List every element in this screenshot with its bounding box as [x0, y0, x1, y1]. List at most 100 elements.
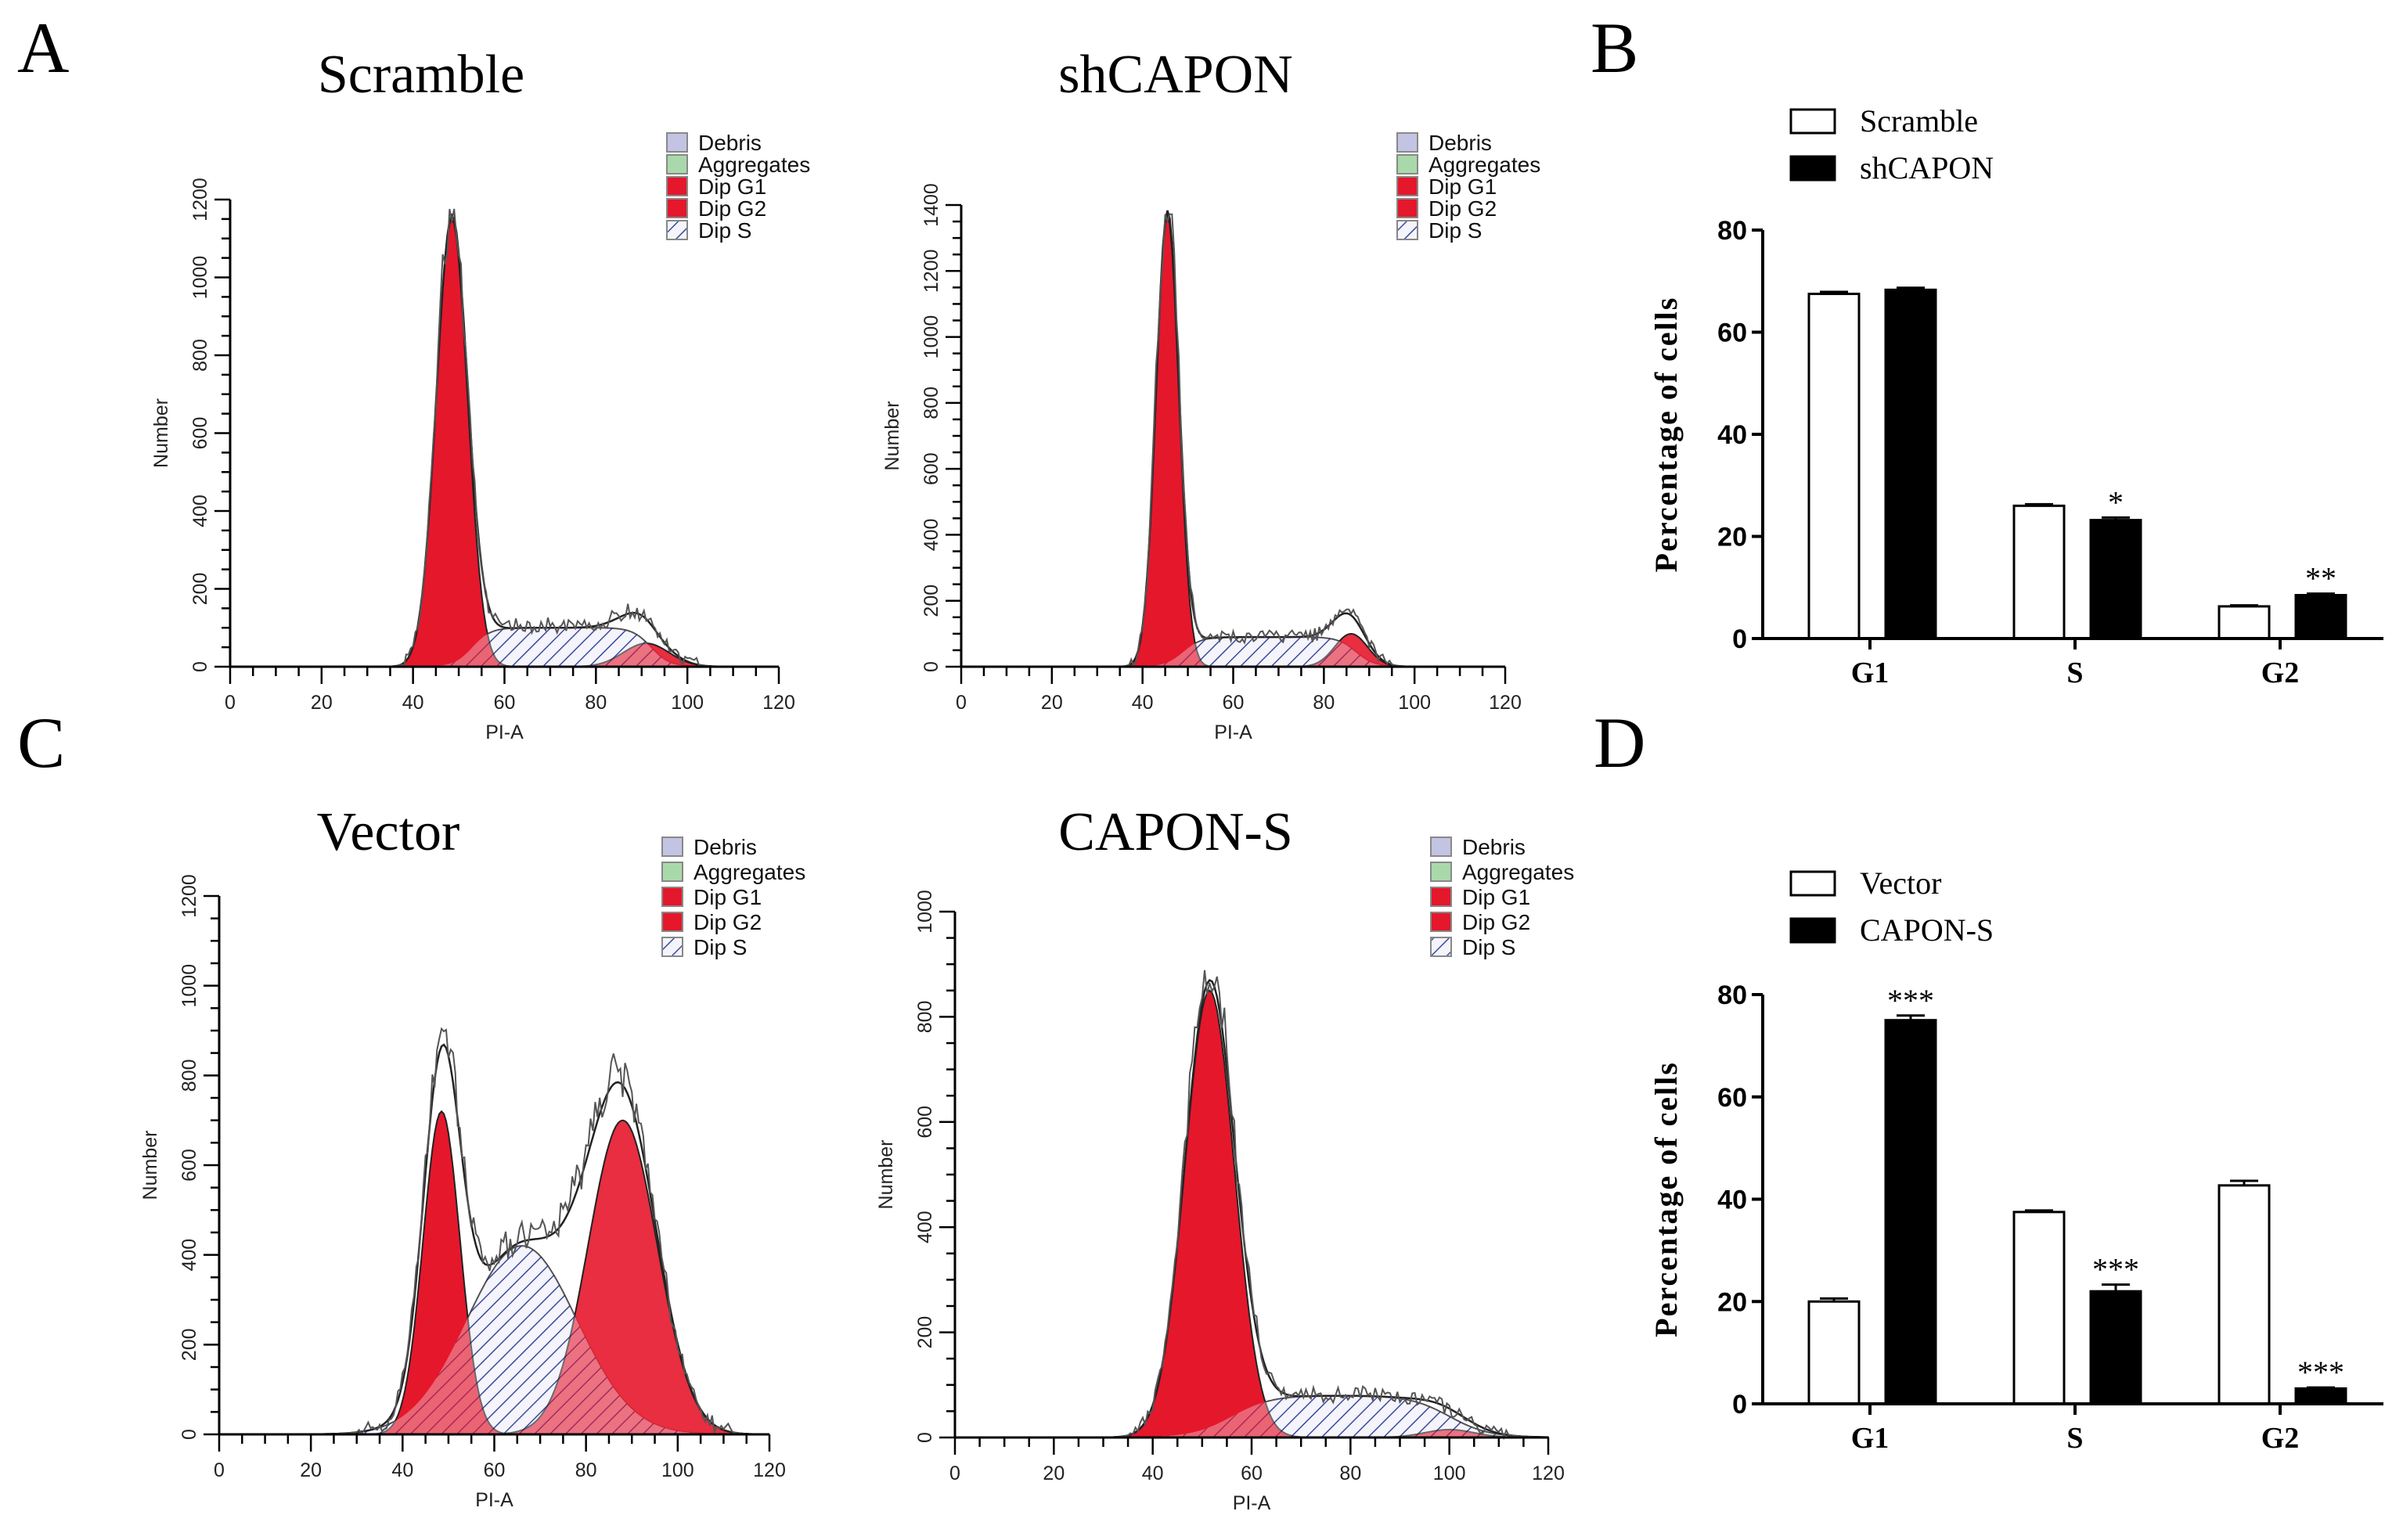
y-tick-label: 0 [178, 1429, 200, 1440]
chart-title: CAPON-S [1058, 802, 1293, 862]
y-axis-label: Percentage of cells [1648, 1061, 1684, 1337]
legend-swatch [1396, 198, 1418, 218]
legend-label: Debris [1428, 131, 1492, 155]
y-tick-label: 80 [1717, 980, 1747, 1010]
legend-swatch [661, 887, 683, 907]
legend-label: Dip G2 [1428, 196, 1497, 221]
y-tick-label: 800 [920, 387, 942, 419]
x-axis-label: PI-A [1214, 721, 1252, 743]
legend-label: Vector [1860, 865, 1941, 901]
y-tick-label: 1400 [920, 183, 942, 227]
legend-label: Dip G1 [1462, 885, 1530, 909]
y-tick-label: 200 [914, 1316, 936, 1349]
legend-swatch [1789, 917, 1836, 944]
dip-g1-area [961, 214, 1505, 667]
bar-capon-s-g2 [2294, 1387, 2347, 1405]
y-tick-label: 200 [920, 585, 942, 617]
y-tick-label: 600 [914, 1106, 936, 1139]
y-axis-label: Number [150, 398, 172, 468]
x-tick-label: 60 [494, 692, 516, 714]
y-tick-label: 0 [1732, 624, 1747, 654]
x-tick-label: 60 [484, 1459, 506, 1481]
histogram-vector: 0 20 40 60 80 100 120020040060080010001200PI-A… [139, 802, 805, 1511]
y-tick-label: 1200 [189, 178, 211, 221]
x-tick-label: 60 [1241, 1463, 1263, 1484]
y-tick-label: 600 [189, 417, 211, 450]
legend-label: Dip G2 [698, 196, 766, 221]
x-tick-label: 40 [402, 692, 424, 714]
histogram-shcapon: 0 20 40 60 80 100 1200200400600800100012001400… [881, 45, 1540, 743]
x-tick-label: 80 [1313, 692, 1335, 714]
y-tick-label: 600 [920, 452, 942, 485]
significance-marker: ** [2305, 561, 2336, 596]
legend-label: CAPON-S [1860, 912, 1994, 948]
legend-label: Dip G2 [694, 910, 762, 934]
x-tick-label: 120 [1489, 692, 1522, 714]
y-tick-label: 20 [1717, 1287, 1747, 1317]
legend-label: Dip S [698, 218, 751, 243]
x-tick-label: 0 [949, 1463, 960, 1484]
y-axis-label: Percentage of cells [1648, 297, 1684, 573]
category-label: G2 [2261, 1422, 2300, 1455]
panel-letter-b: B [1591, 8, 1638, 88]
histogram-scramble: 0 20 40 60 80 100 120020040060080010001200PI-A… [150, 45, 810, 743]
dip-g1-area [955, 989, 1548, 1438]
legend-label: Debris [1462, 835, 1526, 859]
legend-swatch [666, 198, 688, 218]
chart-title: Vector [317, 802, 460, 862]
category-label: G1 [1851, 1422, 1890, 1455]
y-axis-label: Number [881, 401, 903, 471]
x-tick-label: 20 [1041, 692, 1063, 714]
bar-chart-d: *** *** *** 0 20 40 60 80 G1 S G2 Percentage of cel… [1648, 865, 2383, 1455]
y-tick-label: 200 [189, 573, 211, 606]
y-tick-label: 0 [914, 1432, 936, 1443]
legend-label: Dip G1 [698, 175, 766, 199]
legend-label: Dip S [1462, 935, 1515, 959]
x-tick-label: 120 [753, 1459, 786, 1481]
x-axis-label: PI-A [1233, 1492, 1271, 1514]
legend-swatch [1430, 837, 1452, 857]
bar-shcapon-s [2089, 519, 2142, 640]
y-tick-label: 1000 [178, 964, 200, 1008]
legend-label: Dip G1 [694, 885, 762, 909]
chart-title: shCAPON [1058, 45, 1293, 105]
model-fit-line [961, 210, 1505, 668]
significance-marker: *** [2092, 1252, 2139, 1287]
legend-swatch [666, 176, 688, 196]
bar-scramble-s [2012, 504, 2066, 640]
legend-label: shCAPON [1860, 150, 1994, 185]
x-tick-label: 0 [225, 692, 236, 714]
dip-s-overlay [219, 1246, 769, 1434]
y-tick-label: 200 [178, 1328, 200, 1361]
bar-scramble-g2 [2217, 605, 2271, 640]
bar-vector-g2 [2217, 1184, 2271, 1405]
y-tick-label: 400 [189, 495, 211, 527]
panel-letter-c: C [17, 703, 65, 783]
y-tick-label: 20 [1717, 523, 1747, 552]
legend-label: Scramble [1860, 103, 1978, 139]
legend-label: Aggregates [694, 860, 805, 884]
category-label: G2 [2261, 657, 2300, 689]
legend-swatch [1789, 108, 1836, 135]
x-tick-label: 80 [1339, 1463, 1361, 1484]
y-tick-label: 600 [178, 1149, 200, 1182]
y-tick-label: 1000 [920, 315, 942, 359]
legend-swatch [666, 154, 688, 175]
legend-swatch [1789, 870, 1836, 897]
x-tick-label: 40 [1142, 1463, 1164, 1484]
y-tick-label: 40 [1717, 1186, 1747, 1215]
legend-swatch [1396, 154, 1418, 175]
y-tick-label: 1200 [920, 249, 942, 293]
x-tick-label: 100 [661, 1459, 694, 1481]
y-tick-label: 400 [920, 519, 942, 552]
legend-label: Dip G2 [1462, 910, 1530, 934]
legend-swatch [1396, 220, 1418, 240]
y-tick-label: 80 [1717, 216, 1747, 246]
bar-vector-g1 [1807, 1300, 1861, 1405]
x-tick-label: 100 [1398, 692, 1431, 714]
y-tick-label: 400 [178, 1239, 200, 1272]
panel-letter-a: A [17, 8, 69, 88]
chart-title: Scramble [318, 45, 524, 105]
x-tick-label: 80 [585, 692, 607, 714]
